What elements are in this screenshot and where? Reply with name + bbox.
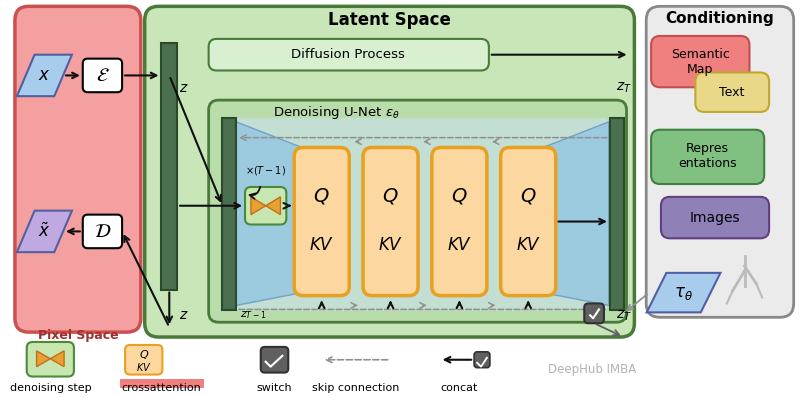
FancyBboxPatch shape bbox=[145, 6, 634, 337]
FancyBboxPatch shape bbox=[651, 130, 764, 184]
Polygon shape bbox=[251, 197, 266, 215]
Text: Repres
entations: Repres entations bbox=[678, 143, 737, 170]
Text: $KV$: $KV$ bbox=[309, 236, 334, 254]
FancyBboxPatch shape bbox=[501, 148, 556, 296]
FancyBboxPatch shape bbox=[261, 347, 288, 372]
Text: $Q$: $Q$ bbox=[520, 186, 537, 206]
Text: $Q$: $Q$ bbox=[314, 186, 330, 206]
FancyBboxPatch shape bbox=[294, 148, 350, 296]
FancyBboxPatch shape bbox=[651, 36, 750, 87]
Text: $z_T$: $z_T$ bbox=[616, 81, 631, 95]
Text: Latent Space: Latent Space bbox=[328, 11, 451, 29]
Polygon shape bbox=[266, 197, 281, 215]
FancyBboxPatch shape bbox=[226, 118, 608, 310]
FancyBboxPatch shape bbox=[695, 73, 769, 112]
Text: $KV$: $KV$ bbox=[515, 236, 541, 254]
FancyBboxPatch shape bbox=[209, 39, 489, 71]
Text: $\tilde{x}$: $\tilde{x}$ bbox=[38, 222, 50, 241]
Polygon shape bbox=[236, 122, 302, 305]
FancyBboxPatch shape bbox=[26, 342, 74, 376]
Text: $KV$: $KV$ bbox=[446, 236, 472, 254]
Text: $\mathcal{E}$: $\mathcal{E}$ bbox=[95, 66, 110, 85]
Text: Images: Images bbox=[690, 210, 740, 225]
FancyBboxPatch shape bbox=[82, 59, 122, 92]
Text: $Q$: $Q$ bbox=[382, 186, 399, 206]
Text: $KV$: $KV$ bbox=[378, 236, 403, 254]
Text: crossattention: crossattention bbox=[122, 384, 202, 393]
Text: $z$: $z$ bbox=[179, 308, 189, 322]
Text: $Q$: $Q$ bbox=[451, 186, 468, 206]
Text: Pixel Space: Pixel Space bbox=[38, 329, 118, 342]
Polygon shape bbox=[50, 351, 64, 367]
Bar bbox=[120, 380, 204, 388]
Bar bbox=[162, 43, 177, 290]
Text: Conditioning: Conditioning bbox=[666, 11, 774, 26]
FancyBboxPatch shape bbox=[661, 197, 769, 238]
Text: $z$: $z$ bbox=[179, 81, 189, 95]
Text: $\mathcal{D}$: $\mathcal{D}$ bbox=[94, 222, 111, 241]
Bar bbox=[222, 118, 236, 310]
Text: $Q$: $Q$ bbox=[138, 348, 149, 361]
Text: Semantic
Map: Semantic Map bbox=[671, 48, 730, 75]
Polygon shape bbox=[543, 122, 609, 305]
Polygon shape bbox=[37, 351, 50, 367]
Text: Denoising U-Net $\epsilon_\theta$: Denoising U-Net $\epsilon_\theta$ bbox=[273, 104, 400, 121]
Text: DeepHub IMBA: DeepHub IMBA bbox=[548, 363, 636, 376]
FancyBboxPatch shape bbox=[125, 345, 162, 374]
Polygon shape bbox=[17, 55, 72, 96]
FancyBboxPatch shape bbox=[363, 148, 418, 296]
Text: $x$: $x$ bbox=[38, 66, 50, 85]
Text: $KV$: $KV$ bbox=[136, 360, 151, 373]
Text: $z_T$: $z_T$ bbox=[616, 308, 631, 322]
Text: denoising step: denoising step bbox=[10, 384, 91, 393]
Text: switch: switch bbox=[257, 384, 292, 393]
FancyBboxPatch shape bbox=[646, 6, 794, 317]
Text: concat: concat bbox=[441, 384, 478, 393]
Text: Diffusion Process: Diffusion Process bbox=[291, 48, 406, 61]
Text: skip connection: skip connection bbox=[313, 384, 400, 393]
FancyBboxPatch shape bbox=[15, 6, 141, 332]
FancyBboxPatch shape bbox=[209, 100, 626, 322]
Text: Text: Text bbox=[719, 86, 745, 99]
FancyBboxPatch shape bbox=[474, 352, 490, 368]
Text: $\times(T-1)$: $\times(T-1)$ bbox=[245, 164, 286, 177]
FancyBboxPatch shape bbox=[432, 148, 487, 296]
FancyBboxPatch shape bbox=[584, 303, 604, 323]
Text: $\tau_\theta$: $\tau_\theta$ bbox=[674, 283, 693, 302]
Bar bbox=[610, 118, 623, 310]
Polygon shape bbox=[17, 211, 72, 252]
FancyBboxPatch shape bbox=[82, 215, 122, 248]
Text: $z_{T-1}$: $z_{T-1}$ bbox=[240, 309, 266, 321]
Polygon shape bbox=[646, 273, 721, 312]
FancyBboxPatch shape bbox=[245, 187, 286, 224]
